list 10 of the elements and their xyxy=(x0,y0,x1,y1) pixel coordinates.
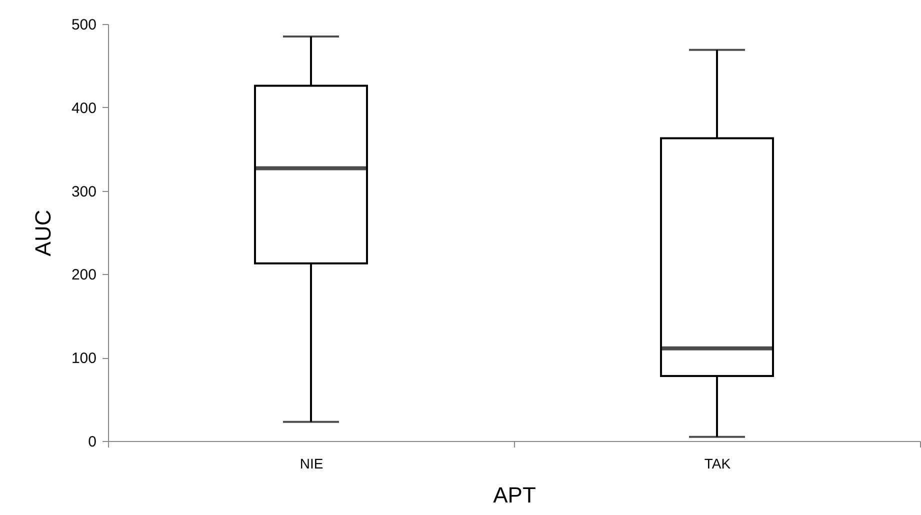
x-axis-title: APT xyxy=(493,482,536,508)
y-tick-label: 300 xyxy=(71,183,96,200)
y-tick-label: 200 xyxy=(71,266,96,284)
y-tick-label: 500 xyxy=(71,16,96,34)
y-axis-title: AUC xyxy=(30,210,56,256)
y-tick-label: 100 xyxy=(71,350,96,368)
y-tick-label: 400 xyxy=(71,100,96,117)
x-tick-label: NIE xyxy=(300,456,324,472)
y-tick-label: 0 xyxy=(88,434,96,450)
x-tick-label: TAK xyxy=(704,456,732,472)
